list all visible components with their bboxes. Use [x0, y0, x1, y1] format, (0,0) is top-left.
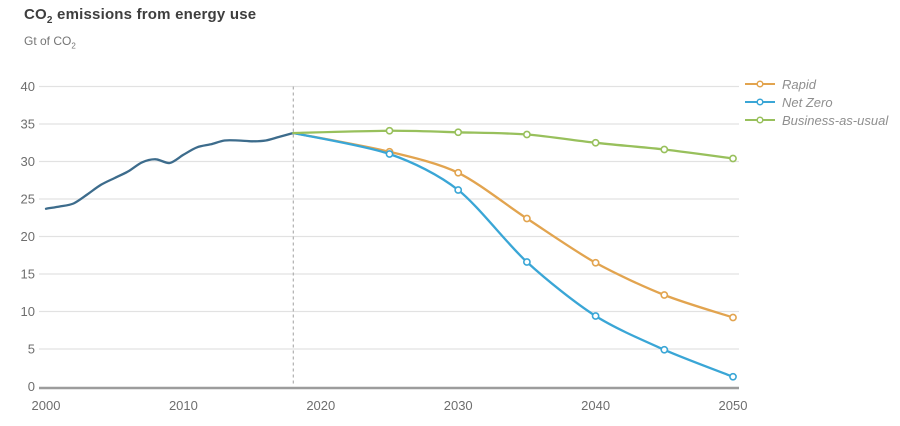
- x-tick-label: 2000: [32, 398, 61, 413]
- x-tick-label: 2030: [444, 398, 473, 413]
- data-point-marker: [660, 145, 669, 154]
- unit-label-co: Gt of CO: [24, 34, 72, 48]
- series-line-rapid: [292, 131, 735, 319]
- chart-title-subscript: 2: [46, 15, 53, 26]
- x-tick-label: 2040: [581, 398, 610, 413]
- legend-item-net-zero: Net Zero: [744, 94, 888, 110]
- legend-swatch-icon: [745, 80, 775, 88]
- data-point-marker: [454, 128, 463, 137]
- data-point-marker: [454, 168, 463, 177]
- x-tick-label: 2020: [306, 398, 335, 413]
- data-point-marker: [385, 150, 394, 158]
- legend-item-rapid: Rapid: [744, 76, 888, 92]
- data-point-marker: [523, 130, 531, 139]
- y-tick-label: 0: [28, 379, 35, 394]
- data-point-marker: [660, 291, 669, 299]
- legend-swatch-icon: [745, 98, 775, 106]
- y-tick-label: 5: [28, 342, 35, 357]
- data-point-marker: [591, 258, 600, 267]
- data-point-marker: [591, 138, 600, 147]
- y-tick-label: 10: [21, 304, 35, 319]
- legend-label: Business-as-usual: [782, 112, 889, 128]
- data-point-marker: [729, 372, 737, 381]
- data-point-marker: [385, 126, 394, 135]
- legend-label: Net Zero: [782, 94, 833, 110]
- data-point-marker: [729, 313, 737, 322]
- series-line-history: [44, 131, 295, 210]
- data-point-marker: [523, 258, 531, 266]
- data-point-marker: [454, 186, 463, 194]
- data-point-marker: [660, 345, 669, 354]
- y-axis-unit-label: Gt of CO2: [24, 34, 76, 50]
- data-point-marker: [729, 154, 737, 163]
- data-point-marker: [591, 312, 600, 320]
- chart-title: CO2 emissions from energy use: [24, 6, 256, 26]
- legend-label: Rapid: [782, 76, 816, 92]
- legend-item-business-as-usual: Business-as-usual: [744, 112, 889, 128]
- chart-title-co: CO: [24, 6, 47, 23]
- chart-legend: Rapid Net Zero Business-as-usual: [744, 76, 889, 128]
- y-tick-label: 25: [21, 192, 35, 207]
- chart-title-rest: emissions from energy use: [52, 6, 257, 23]
- unit-label-subscript: 2: [71, 41, 76, 51]
- legend-swatch-icon: [745, 116, 775, 124]
- y-tick-label: 30: [21, 154, 35, 169]
- y-tick-label: 15: [21, 267, 35, 282]
- y-tick-label: 20: [21, 229, 35, 244]
- x-tick-label: 2050: [719, 398, 748, 413]
- y-tick-label: 40: [21, 79, 35, 94]
- data-point-marker: [523, 214, 531, 223]
- x-tick-label: 2010: [169, 398, 198, 413]
- series-line-net-zero: [292, 131, 735, 378]
- y-tick-label: 35: [21, 117, 35, 132]
